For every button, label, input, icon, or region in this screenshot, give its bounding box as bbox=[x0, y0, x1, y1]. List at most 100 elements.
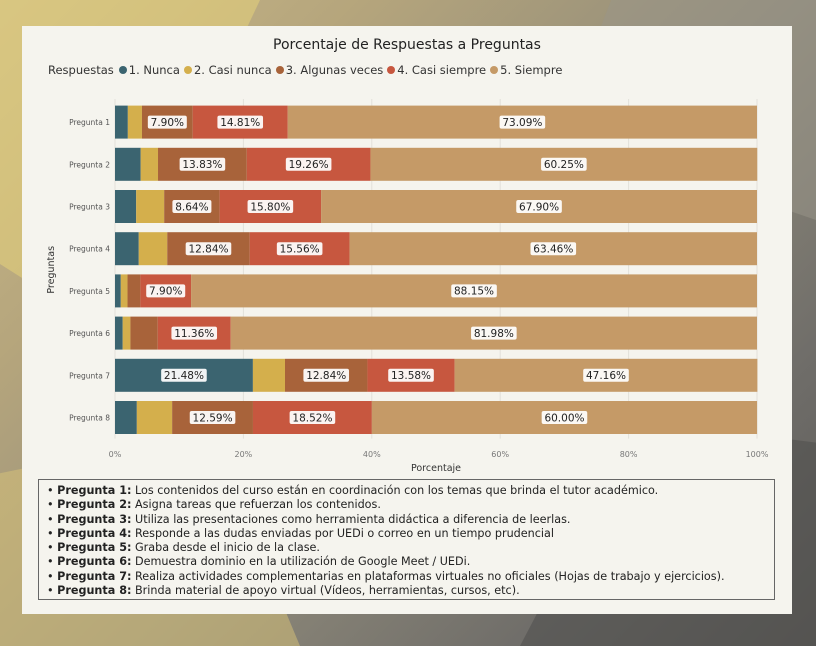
data-label: 12.84% bbox=[306, 370, 346, 382]
data-label: 60.25% bbox=[544, 159, 584, 171]
note-label: Pregunta 7: bbox=[57, 569, 132, 583]
data-label-box bbox=[289, 411, 336, 424]
data-label: 60.00% bbox=[544, 412, 584, 424]
x-tick-label: 0% bbox=[109, 450, 122, 459]
x-tick-label: 40% bbox=[363, 450, 381, 459]
note-text: Utiliza las presentaciones como herramie… bbox=[131, 512, 571, 526]
note-item: • Pregunta 8: Brinda material de apoyo v… bbox=[47, 584, 768, 598]
x-tick-label: 80% bbox=[620, 450, 638, 459]
bullet: • bbox=[47, 569, 58, 583]
data-label-box bbox=[541, 411, 588, 424]
legend-item: 3. Algunas veces bbox=[275, 63, 384, 77]
bullet: • bbox=[47, 498, 58, 512]
x-tick-label: 100% bbox=[746, 450, 769, 459]
question-notes: • Pregunta 1: Los contenidos del curso e… bbox=[38, 479, 775, 600]
data-label: 7.90% bbox=[151, 117, 184, 129]
note-text: Brinda material de apoyo virtual (Vídeos… bbox=[131, 584, 520, 598]
data-label-box bbox=[185, 242, 232, 256]
data-label-box bbox=[583, 368, 629, 382]
note-label: Pregunta 8: bbox=[57, 584, 132, 598]
bar-segment bbox=[127, 105, 142, 139]
note-text: Demuestra dominio en la utilización de G… bbox=[131, 555, 471, 569]
legend-title: Respuestas bbox=[48, 63, 114, 77]
legend-swatch bbox=[183, 66, 192, 74]
data-label-box bbox=[172, 200, 212, 213]
legend-swatch bbox=[118, 66, 127, 74]
bar-segment bbox=[252, 358, 286, 392]
stacked-bar-chart: 0% 20% 40% 60% 80% 100% Porcentaje Preguntas Pre… bbox=[46, 99, 769, 474]
bar-segment bbox=[127, 274, 141, 308]
legend-item: 2. Casi nunca bbox=[183, 63, 272, 77]
data-label: 47.16% bbox=[586, 370, 626, 382]
note-item: • Pregunta 4: Responde a las dudas envia… bbox=[47, 527, 768, 541]
bar-segment bbox=[130, 316, 158, 350]
bar-segment bbox=[115, 401, 137, 434]
y-tick-label: Pregunta 7 bbox=[69, 371, 110, 380]
bullet: • bbox=[47, 526, 58, 540]
data-label: 7.90% bbox=[149, 286, 182, 298]
legend-label: 2. Casi nunca bbox=[193, 63, 272, 77]
legend-item: 1. Nunca bbox=[118, 63, 180, 77]
data-label: 73.09% bbox=[502, 117, 542, 129]
note-label: Pregunta 6: bbox=[57, 555, 132, 569]
data-label-box bbox=[247, 200, 294, 213]
bar-segment bbox=[115, 190, 137, 223]
note-item: • Pregunta 6: Demuestra dominio en la ut… bbox=[47, 555, 768, 569]
data-label: 12.59% bbox=[193, 412, 233, 424]
bar-segment bbox=[115, 147, 141, 181]
legend-label: 3. Algunas veces bbox=[285, 63, 384, 77]
bullet: • bbox=[47, 555, 58, 569]
data-label: 15.56% bbox=[280, 244, 320, 256]
bullet: • bbox=[47, 584, 58, 598]
data-label: 12.84% bbox=[188, 244, 228, 256]
x-tick-label: 60% bbox=[491, 450, 509, 459]
data-label: 13.83% bbox=[182, 159, 222, 171]
data-label-box bbox=[217, 115, 264, 129]
bullet: • bbox=[47, 541, 58, 555]
chart-legend: Respuestas 1. Nunca 2. Casi nunca 3. Algun… bbox=[48, 63, 566, 77]
note-item: • Pregunta 2: Asigna tareas que refuerza… bbox=[47, 498, 768, 512]
y-tick-label: Pregunta 4 bbox=[69, 245, 110, 254]
legend-swatch bbox=[490, 66, 499, 74]
data-label-box bbox=[179, 157, 226, 171]
note-item: • Pregunta 1: Los contenidos del curso e… bbox=[47, 484, 768, 498]
x-axis-label: Porcentaje bbox=[411, 463, 461, 474]
x-tick-label: 20% bbox=[235, 450, 253, 459]
note-item: • Pregunta 5: Graba desde el inicio de l… bbox=[47, 541, 768, 555]
legend-swatch bbox=[387, 66, 396, 74]
y-axis-label: Preguntas bbox=[46, 246, 57, 294]
y-tick-label: Pregunta 1 bbox=[69, 118, 110, 127]
data-label-box bbox=[471, 326, 517, 340]
data-label-box bbox=[303, 368, 350, 382]
legend-item: 4. Casi siempre bbox=[387, 63, 486, 77]
legend-swatch bbox=[275, 66, 284, 74]
note-label: Pregunta 3: bbox=[57, 512, 132, 526]
note-label: Pregunta 5: bbox=[57, 541, 132, 555]
note-text: Responde a las dudas enviadas por UEDi o… bbox=[131, 526, 554, 540]
bar-segment bbox=[115, 274, 121, 308]
bar-segment bbox=[120, 274, 128, 308]
data-label-box bbox=[146, 284, 186, 298]
bar-segment bbox=[115, 232, 139, 266]
legend-label: 4. Casi siempre bbox=[397, 63, 487, 77]
bar-segment bbox=[140, 147, 159, 181]
data-label-box bbox=[285, 157, 332, 171]
bar-segment bbox=[122, 316, 131, 350]
legend-label: 5. Siempre bbox=[500, 63, 563, 77]
bullet: • bbox=[47, 512, 58, 526]
bar-segment bbox=[115, 316, 123, 350]
data-label: 11.36% bbox=[174, 328, 214, 340]
chart-card: Porcentaje de Respuestas a Preguntas Res… bbox=[22, 26, 792, 614]
data-label-box bbox=[171, 326, 218, 340]
note-text: Realiza actividades complementarias en p… bbox=[131, 569, 725, 583]
data-label: 81.98% bbox=[474, 328, 514, 340]
note-text: Los contenidos del curso están en coordi… bbox=[131, 484, 659, 497]
data-label-box bbox=[451, 284, 497, 298]
data-label: 21.48% bbox=[164, 370, 204, 382]
data-label: 8.64% bbox=[175, 201, 208, 213]
data-label-box bbox=[541, 157, 587, 171]
note-text: Asigna tareas que refuerzan los contenid… bbox=[131, 498, 381, 512]
note-item: • Pregunta 3: Utiliza las presentaciones… bbox=[47, 513, 768, 527]
data-label-box bbox=[189, 411, 236, 424]
data-label-box bbox=[388, 368, 434, 382]
